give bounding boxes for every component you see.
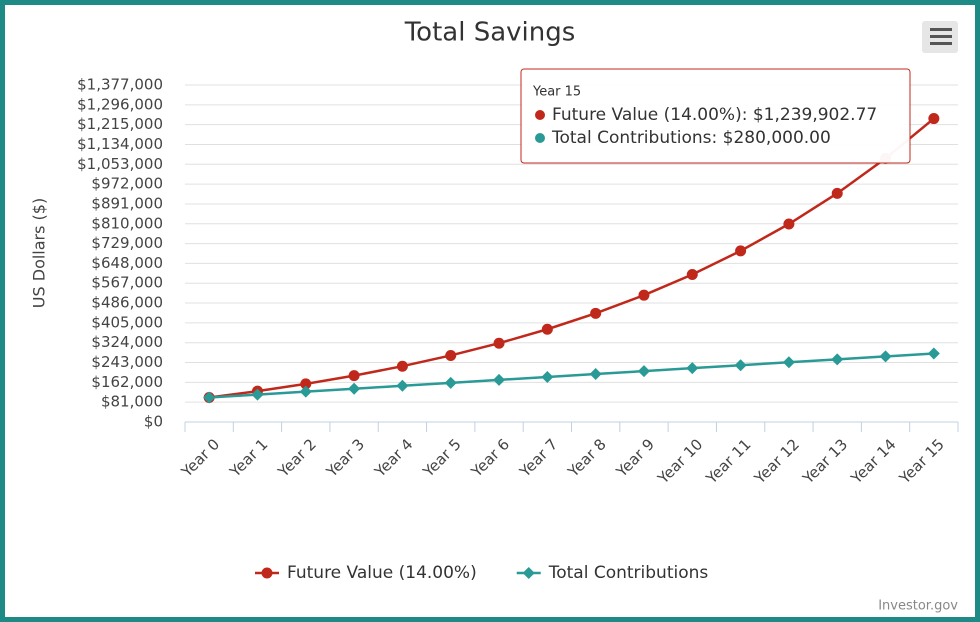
tooltip-title: Year 15 bbox=[532, 85, 581, 100]
series-line bbox=[208, 117, 935, 399]
y-tick-label: $891,000 bbox=[91, 194, 163, 212]
y-tick-label: $1,377,000 bbox=[77, 76, 163, 94]
y-tick-label: $243,000 bbox=[91, 353, 163, 371]
point bbox=[831, 187, 843, 199]
y-tick-label: $1,134,000 bbox=[77, 135, 163, 153]
point bbox=[831, 353, 844, 366]
y-tick-label: $810,000 bbox=[91, 214, 163, 232]
point bbox=[348, 370, 360, 382]
tooltip-dot bbox=[535, 110, 545, 120]
x-tick-label: Year 2 bbox=[274, 435, 320, 481]
point bbox=[734, 359, 747, 372]
y-tick-label: $81,000 bbox=[101, 393, 163, 411]
y-tick-label: $405,000 bbox=[91, 313, 163, 331]
point bbox=[637, 365, 650, 378]
y-tick-label: $1,215,000 bbox=[77, 115, 163, 133]
point bbox=[782, 356, 795, 369]
chart-title: Total Savings bbox=[404, 18, 576, 48]
point bbox=[686, 268, 698, 280]
y-tick-label: $324,000 bbox=[91, 333, 163, 351]
point bbox=[541, 370, 554, 383]
x-tick-label: Year 14 bbox=[847, 435, 900, 488]
tooltip-dot bbox=[535, 133, 545, 143]
legend-marker bbox=[261, 567, 273, 579]
point bbox=[735, 245, 747, 257]
x-tick-label: Year 10 bbox=[654, 435, 707, 488]
point bbox=[251, 388, 264, 401]
tooltip-box bbox=[520, 68, 911, 164]
menu-button[interactable] bbox=[922, 21, 958, 53]
point bbox=[299, 385, 312, 398]
legend-label[interactable]: Future Value (14.00%) bbox=[287, 563, 477, 583]
point bbox=[445, 349, 457, 361]
point bbox=[396, 379, 409, 392]
y-tick-label: $648,000 bbox=[91, 254, 163, 272]
point bbox=[396, 360, 408, 372]
tooltip: Year 15 Future Value (14.00%): $1,239,902… bbox=[520, 68, 911, 164]
x-tick-label: Year 3 bbox=[322, 435, 368, 481]
x-tick-label: Year 1 bbox=[225, 435, 271, 481]
x-tick-label: Year 13 bbox=[798, 435, 851, 488]
point bbox=[928, 113, 940, 125]
x-tick-label: Year 6 bbox=[467, 435, 513, 481]
y-tick-label: $1,053,000 bbox=[77, 155, 163, 173]
tooltip-line: Total Contributions: $280,000.00 bbox=[551, 128, 831, 148]
x-tick-label: Year 4 bbox=[370, 435, 416, 481]
x-tick-label: Year 5 bbox=[419, 435, 465, 481]
menu-bar bbox=[930, 42, 952, 45]
point bbox=[783, 218, 795, 230]
y-axis-label: US Dollars ($) bbox=[30, 198, 49, 308]
y-tick-label: $567,000 bbox=[91, 274, 163, 292]
x-tick-label: Year 0 bbox=[177, 435, 223, 481]
y-tick-label: $486,000 bbox=[91, 294, 163, 312]
point bbox=[638, 289, 650, 301]
y-tick-label: $162,000 bbox=[91, 373, 163, 391]
point bbox=[493, 373, 506, 386]
legend-label[interactable]: Total Contributions bbox=[548, 563, 709, 583]
x-tick-label: Year 12 bbox=[750, 435, 803, 488]
point bbox=[541, 323, 553, 335]
point bbox=[879, 350, 892, 363]
tooltip-line: Future Value (14.00%): $1,239,902.77 bbox=[552, 105, 877, 125]
y-tick-label: $1,296,000 bbox=[77, 95, 163, 113]
x-tick-label: Year 15 bbox=[895, 435, 948, 488]
menu-bar bbox=[930, 28, 952, 31]
x-tick-label: Year 11 bbox=[702, 435, 755, 488]
point bbox=[589, 368, 602, 381]
credits[interactable]: Investor.gov bbox=[878, 599, 958, 614]
point bbox=[590, 307, 602, 319]
series-line bbox=[209, 352, 934, 399]
point bbox=[927, 347, 940, 360]
x-tick-label: Year 9 bbox=[612, 435, 658, 481]
y-tick-label: $729,000 bbox=[91, 234, 163, 252]
point bbox=[444, 376, 457, 389]
point bbox=[348, 382, 361, 395]
x-tick-label: Year 8 bbox=[564, 435, 610, 481]
point bbox=[686, 362, 699, 375]
point bbox=[203, 391, 216, 404]
legend-marker bbox=[522, 567, 535, 579]
point bbox=[493, 337, 505, 349]
y-tick-label: $0 bbox=[144, 413, 163, 431]
x-tick-label: Year 7 bbox=[515, 435, 561, 481]
y-tick-label: $972,000 bbox=[91, 175, 163, 193]
point bbox=[300, 378, 312, 390]
menu-bar bbox=[930, 35, 952, 38]
